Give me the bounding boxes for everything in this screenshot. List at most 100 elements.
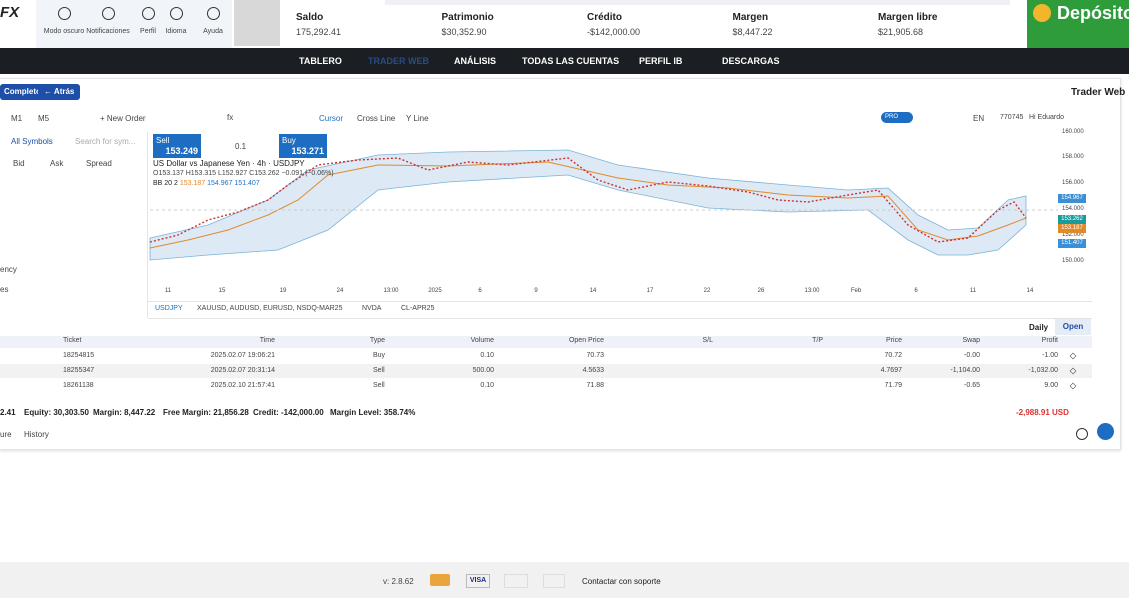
- cell: 500.00: [472, 367, 494, 374]
- buy-button[interactable]: Buy 153.271: [279, 134, 327, 158]
- nav-item[interactable]: DESCARGAS: [722, 56, 780, 66]
- time-tick: 11: [164, 288, 172, 294]
- price-tick: 154.000: [1062, 206, 1084, 212]
- column-header: Open Price: [568, 337, 604, 344]
- cell: 2025.02.07 20:31:14: [210, 367, 275, 374]
- bottom-tab[interactable]: History: [24, 430, 49, 439]
- coin-icon: [1033, 4, 1051, 22]
- total-profit: -2,988.91 USD: [1016, 408, 1069, 417]
- daily-button[interactable]: Daily: [1029, 323, 1049, 332]
- cursor-mode[interactable]: Cross Line: [357, 114, 396, 123]
- fx-button[interactable]: fx: [227, 113, 234, 122]
- bb-value: 154.967: [207, 180, 233, 187]
- column-header: Profit: [1041, 337, 1058, 344]
- icon[interactable]: [58, 7, 71, 20]
- timeframe[interactable]: M1: [11, 114, 23, 123]
- panel-title: Trader Web: [1071, 87, 1126, 98]
- complete-button[interactable]: Completo: [0, 84, 45, 100]
- sell-button[interactable]: Sell 153.249: [153, 134, 201, 158]
- nav-item[interactable]: TRADER WEB: [368, 56, 429, 66]
- column-header: Volume: [470, 337, 494, 344]
- icon[interactable]: [142, 7, 155, 20]
- symbol-tab[interactable]: XAUUSD, AUDUSD, EURUSD, NSDQ-MAR25: [197, 305, 343, 312]
- icon-label: Perfil: [140, 28, 156, 35]
- pro-toggle[interactable]: PRO: [881, 112, 913, 123]
- column-header: Type: [369, 337, 385, 344]
- summary-value: $8,447.22: [732, 27, 773, 37]
- cell: -1,032.00: [1028, 367, 1058, 374]
- open-button[interactable]: Open: [1055, 319, 1091, 335]
- summary-value: 175,292.41: [296, 27, 342, 37]
- cell: 2025.02.10 21:57:41: [210, 382, 275, 389]
- bottom-tab[interactable]: ure: [0, 430, 12, 439]
- column-header: S/L: [702, 337, 713, 344]
- time-tick: 6: [478, 288, 482, 294]
- symbols-tab[interactable]: All Symbols: [11, 137, 53, 146]
- nav-item[interactable]: TABLERO: [299, 56, 342, 66]
- summary-value: $21,905.68: [878, 27, 924, 37]
- cell: 4.7697: [880, 367, 902, 374]
- add-button[interactable]: [1076, 428, 1088, 440]
- price-candles: [149, 157, 1027, 243]
- price-badge: 153.187: [1058, 224, 1086, 233]
- icon[interactable]: [207, 7, 220, 20]
- cell: 71.88: [586, 382, 604, 389]
- summary-value: $30,352.90: [441, 27, 487, 37]
- column-header: Price: [886, 337, 902, 344]
- cell: -1.00: [1042, 352, 1058, 359]
- nav-item[interactable]: PERFIL IB: [639, 56, 683, 66]
- icon-label: Notificaciones: [86, 28, 130, 35]
- symbol-tabs: [148, 301, 1092, 319]
- symbol-tab[interactable]: CL-APR25: [401, 305, 435, 312]
- bb-value: 151.407: [234, 180, 260, 187]
- nav-item[interactable]: ANÁLISIS: [454, 56, 497, 66]
- column-header: T/P: [812, 337, 823, 344]
- cursor-mode[interactable]: Cursor: [319, 114, 344, 123]
- price-tick: 150.000: [1062, 258, 1084, 264]
- time-tick: 22: [703, 288, 711, 294]
- symbol-row[interactable]: es: [0, 285, 9, 294]
- cell: 71.79: [884, 382, 902, 389]
- time-tick: 24: [336, 288, 344, 294]
- cell: 2025.02.07 19:06:21: [210, 352, 275, 359]
- cell: 0.10: [480, 352, 494, 359]
- time-tick: 11: [969, 288, 977, 294]
- buy-price: 153.271: [291, 146, 324, 156]
- back-button[interactable]: ← Atrás: [38, 84, 81, 100]
- bb-label: BB 20 2: [153, 180, 178, 187]
- symbol-tab[interactable]: USDJPY: [155, 305, 183, 312]
- table-header: [0, 336, 1092, 348]
- next-button[interactable]: [1097, 423, 1114, 440]
- bb-row: BB 20 2 153.187 154.967 151.407: [153, 180, 260, 187]
- column-header: Bid: [13, 159, 25, 168]
- trader-panel: [0, 78, 1121, 450]
- chart-title: US Dollar vs Japanese Yen · 4h · USDJPY: [153, 159, 305, 168]
- price-badge: 151.407: [1058, 239, 1086, 248]
- price-badge: 154.967: [1058, 194, 1086, 203]
- column-header: Time: [259, 337, 275, 344]
- cell: 70.73: [586, 352, 604, 359]
- language[interactable]: EN: [973, 114, 985, 123]
- time-tick: Feb: [850, 288, 862, 294]
- column-header: Ticket: [63, 337, 82, 344]
- summary-value: -$142,000.00: [587, 27, 641, 37]
- summary-strip: [385, 0, 1010, 5]
- price-tick: 152.000: [1062, 232, 1084, 238]
- nav-item[interactable]: TODAS LAS CUENTAS: [522, 56, 620, 66]
- cell: -1,104.00: [950, 367, 980, 374]
- time-tick: 2025: [428, 288, 442, 294]
- new-order[interactable]: + New Order: [100, 114, 146, 123]
- icon[interactable]: [170, 7, 183, 20]
- support-link[interactable]: Contactar con soporte: [582, 577, 661, 586]
- mastercard-logo: [430, 574, 450, 586]
- cursor-mode[interactable]: Y Line: [406, 114, 429, 123]
- symbol-tab[interactable]: NVDA: [362, 305, 382, 312]
- cell: 70.72: [884, 352, 902, 359]
- price-tick: 160.000: [1062, 129, 1084, 135]
- symbol-row[interactable]: ency: [0, 265, 17, 274]
- timeframe[interactable]: M5: [38, 114, 50, 123]
- search-input[interactable]: Search for sym...: [75, 137, 136, 146]
- logo: FX: [0, 4, 20, 21]
- icon[interactable]: [102, 7, 115, 20]
- volume-input[interactable]: 0.1: [235, 142, 247, 151]
